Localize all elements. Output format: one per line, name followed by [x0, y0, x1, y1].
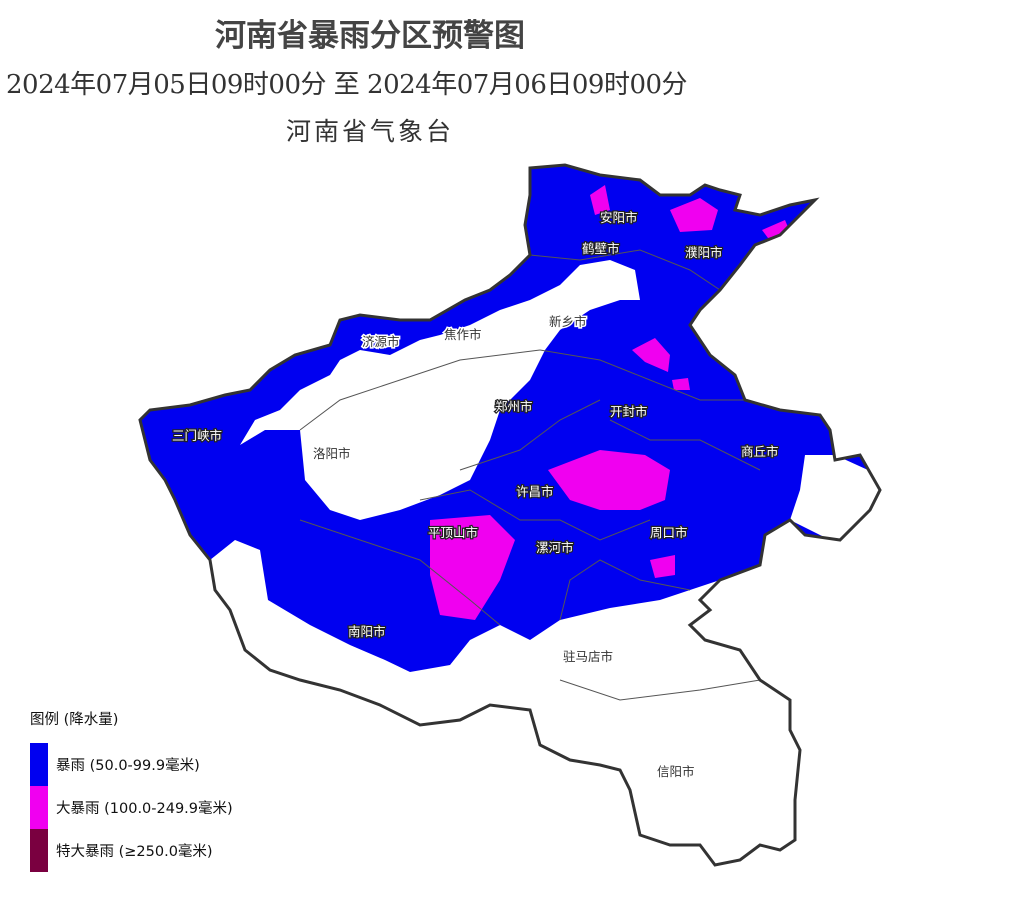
map-title: 河南省暴雨分区预警图: [215, 18, 525, 54]
city-label: 鹤壁市: [582, 241, 620, 256]
city-label: 洛阳市: [313, 446, 351, 461]
legend-item-extreme-storm: 特大暴雨 (≥250.0毫米): [30, 829, 233, 872]
city-label: 周口市: [650, 525, 688, 540]
city-label: 漯河市: [536, 540, 574, 555]
city-label: 新乡市: [549, 314, 587, 329]
legend-item-storm: 暴雨 (50.0-99.9毫米): [30, 743, 233, 786]
city-label: 济源市: [362, 334, 400, 349]
city-borders: [299, 249, 761, 701]
province-border: [138, 163, 882, 867]
issuing-agency: 河南省气象台: [285, 117, 454, 146]
city-label: 许昌市: [516, 484, 554, 499]
legend-swatch-extreme-storm: [30, 829, 48, 872]
legend-swatch-heavy-storm: [30, 786, 48, 829]
heavy-storm-area-anyang: [590, 185, 610, 215]
legend: 图例 (降水量) 暴雨 (50.0-99.9毫米) 大暴雨 (100.0-249…: [30, 708, 233, 872]
heavy-storm-area-lankao: [672, 378, 690, 390]
legend-swatch-storm: [30, 743, 48, 786]
legend-item-heavy-storm: 大暴雨 (100.0-249.9毫米): [30, 786, 233, 829]
no-warning-area-central: [240, 260, 640, 520]
city-label: 三门峡市: [172, 428, 222, 443]
heavy-storm-area-changyuan: [632, 338, 670, 372]
legend-label: 暴雨 (50.0-99.9毫米): [56, 758, 200, 774]
legend-title: 图例 (降水量): [30, 712, 119, 728]
legend-label: 特大暴雨 (≥250.0毫米): [56, 844, 213, 860]
city-label: 信阳市: [657, 764, 695, 779]
city-label: 郑州市: [495, 399, 533, 414]
city-label: 开封市: [610, 404, 648, 419]
heavy-storm-area-zhoukou: [650, 555, 675, 578]
legend-label: 大暴雨 (100.0-249.9毫米): [56, 801, 233, 817]
city-label: 南阳市: [348, 624, 386, 639]
city-label: 安阳市: [600, 210, 638, 225]
forecast-period: 2024年07月05日09时00分 至 2024年07月06日09时00分: [6, 70, 688, 100]
city-label: 濮阳市: [685, 245, 723, 260]
heavy-storm-area-pingdingshan: [430, 515, 515, 620]
city-label: 商丘市: [741, 444, 779, 459]
heavy-storm-area-xuchang: [548, 450, 670, 510]
city-label: 驻马店市: [563, 649, 613, 664]
heavy-storm-area-neihuang: [670, 198, 718, 232]
city-label: 平顶山市: [428, 525, 478, 540]
city-label: 焦作市: [444, 327, 482, 342]
